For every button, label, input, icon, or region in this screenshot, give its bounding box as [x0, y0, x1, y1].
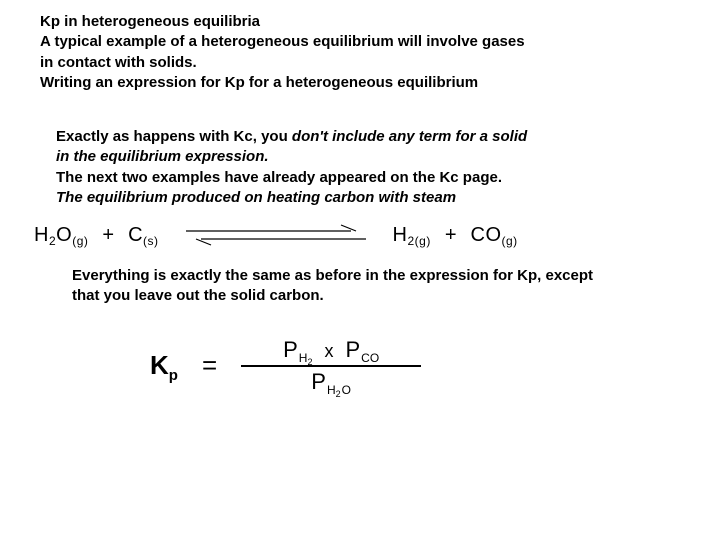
header-line3: Writing an expression for Kp for a heter… — [40, 73, 720, 93]
kp-expression: Kp = PH2 x PCO PH2O — [150, 335, 720, 397]
p1-phase: (g) — [415, 234, 431, 248]
plus-2: + — [445, 224, 457, 247]
den-sub: H — [327, 383, 336, 397]
num-p1-subsub: 2 — [307, 357, 312, 367]
num-term-1: PH2 — [283, 337, 312, 363]
r1-phase: (g) — [72, 234, 88, 248]
title: Kp in heterogeneous equilibria — [40, 12, 720, 32]
body2-line2: that you leave out the solid carbon. — [72, 286, 720, 306]
times-icon: x — [324, 341, 333, 362]
r1-sub: 2 — [49, 234, 56, 248]
den-term: PH2O — [311, 369, 351, 395]
p1-sp: H — [393, 224, 408, 247]
den-extra: O — [342, 383, 351, 397]
body1-line2: in the equilibrium expression. — [56, 147, 720, 167]
body2-line1: Everything is exactly the same as before… — [72, 266, 720, 286]
p2-sp: CO — [471, 224, 502, 247]
r1-sp: H — [34, 224, 49, 247]
p1-sub: 2 — [407, 234, 414, 248]
num-p2-sub: CO — [361, 351, 379, 365]
body1-line3: The next two examples have already appea… — [56, 168, 720, 188]
body-block-1: Exactly as happens with Kc, you don't in… — [56, 127, 720, 208]
den-subsub: 2 — [336, 389, 341, 399]
body-block-2: Everything is exactly the same as before… — [72, 266, 720, 307]
num-term-2: PCO — [345, 337, 379, 363]
body1-l1b: don't include any term for a solid — [292, 128, 527, 145]
kp-sub: p — [169, 367, 178, 384]
num-p1-sub: H — [299, 351, 308, 365]
r2-sp: C — [128, 224, 143, 247]
r1-extra: O — [56, 224, 72, 247]
equilibrium-arrow-icon — [181, 222, 371, 248]
reactant-1: H2O(g) — [34, 224, 88, 247]
kp-label: Kp — [150, 350, 178, 381]
numerator: PH2 x PCO — [273, 335, 389, 365]
r2-phase: (s) — [143, 234, 159, 248]
body1-line1: Exactly as happens with Kc, you don't in… — [56, 127, 720, 147]
denominator: PH2O — [301, 367, 361, 397]
equals-sign: = — [202, 350, 217, 381]
fraction: PH2 x PCO PH2O — [241, 335, 421, 397]
num-p1-main: P — [283, 337, 298, 363]
slide: Kp in heterogeneous equilibria A typical… — [0, 0, 720, 540]
den-main: P — [311, 369, 326, 395]
num-p2-main: P — [345, 337, 360, 363]
header-line1: A typical example of a heterogeneous equ… — [40, 32, 720, 52]
header-block: Kp in heterogeneous equilibria A typical… — [40, 12, 720, 93]
kp-main: K — [150, 350, 169, 380]
product-1: H2(g) — [393, 224, 431, 247]
reaction-equation: H2O(g) + C(s) H2(g) + CO(g) — [30, 222, 720, 248]
header-line2: in contact with solids. — [40, 53, 720, 73]
plus-1: + — [102, 224, 114, 247]
product-2: CO(g) — [471, 224, 518, 247]
body1-l1a: Exactly as happens with Kc, you — [56, 128, 292, 145]
p2-phase: (g) — [502, 234, 518, 248]
reactant-2: C(s) — [128, 224, 158, 247]
body1-line4: The equilibrium produced on heating carb… — [56, 188, 720, 208]
